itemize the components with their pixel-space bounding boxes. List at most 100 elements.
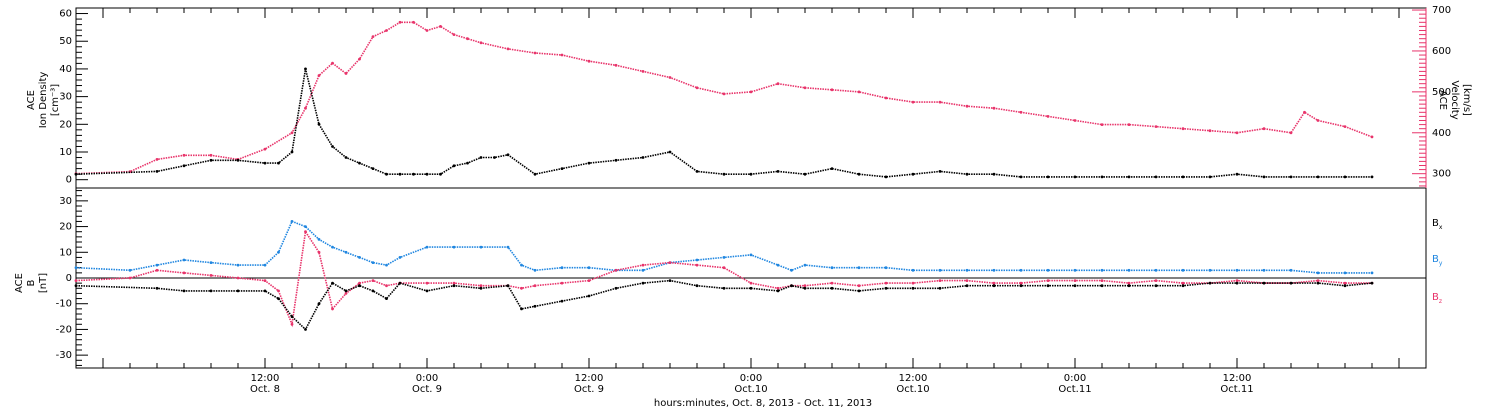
- velocity-point: [1154, 125, 1158, 128]
- ion-density-point: [155, 170, 159, 173]
- velocity-point: [1343, 125, 1347, 128]
- bx-point: [1154, 284, 1158, 288]
- bx-point: [1262, 281, 1266, 285]
- ion-density-point: [236, 158, 240, 162]
- bottom-ylabel-2: B: [26, 279, 37, 286]
- by-point: [911, 268, 915, 272]
- ion-density-point: [425, 172, 429, 176]
- velocity-point: [884, 96, 888, 100]
- bx-point: [155, 286, 159, 290]
- bx-point: [992, 284, 996, 288]
- velocity-point: [358, 57, 361, 61]
- bx-point: [1235, 281, 1239, 285]
- ion-density-point: [722, 172, 726, 176]
- velocity-point: [749, 90, 753, 94]
- ion-density-point: [412, 172, 415, 176]
- bx-point: [695, 284, 699, 288]
- bz-point: [128, 276, 132, 280]
- bx-point: [614, 286, 618, 290]
- ion-density-point: [452, 164, 456, 168]
- velocity-point: [452, 33, 456, 36]
- ion-density-point: [493, 156, 496, 159]
- top-left-ylabel: ACE: [26, 90, 37, 110]
- ion-density-line: [75, 68, 1372, 178]
- bx-point: [938, 286, 942, 290]
- ion-density-point: [317, 122, 321, 126]
- bx-point: [209, 289, 213, 293]
- left-tick-label: 0: [66, 175, 72, 186]
- by-point: [1046, 268, 1050, 272]
- ion-density-point: [290, 150, 294, 154]
- ion-density-point: [1154, 175, 1158, 179]
- x-tick-label-date: Oct.10: [896, 384, 929, 395]
- ion-density-point: [911, 172, 915, 176]
- bx-point: [1208, 281, 1212, 285]
- bx-point: [277, 297, 280, 300]
- bx-point: [803, 286, 807, 290]
- x-tick-label-date: Oct.11: [1220, 384, 1253, 395]
- by-point: [1154, 268, 1158, 272]
- ion-density-point: [668, 150, 672, 154]
- ion-density-point: [1073, 175, 1077, 179]
- by-point: [1343, 271, 1347, 275]
- by-line: [75, 220, 1372, 274]
- b-tick-label: 10: [59, 247, 72, 258]
- bx-point: [263, 289, 267, 293]
- ion-density-point: [506, 153, 510, 157]
- by-point: [236, 263, 240, 267]
- bz-point: [776, 286, 780, 290]
- bx-point: [1100, 284, 1104, 288]
- bz-point: [749, 281, 753, 285]
- ion-density-point: [614, 158, 618, 162]
- by-point: [803, 263, 807, 267]
- by-point: [331, 245, 334, 249]
- x-tick-label-date: Oct. 8: [250, 384, 280, 395]
- velocity-point: [479, 41, 483, 45]
- top-right-ylabel-2: Velocity: [1449, 80, 1460, 119]
- bx-point: [587, 294, 591, 298]
- bz-point: [1181, 281, 1185, 285]
- bx-point: [344, 289, 348, 293]
- bz-point: [371, 279, 375, 282]
- ion-density-point: [74, 172, 78, 176]
- right-tick-label: 500: [1432, 87, 1451, 98]
- bx-point: [1289, 281, 1293, 285]
- ion-density-point: [533, 172, 537, 176]
- by-point: [938, 268, 942, 272]
- bz-point: [236, 276, 240, 280]
- bx-point: [1343, 284, 1347, 288]
- bx-point: [506, 284, 510, 288]
- bz-point: [385, 284, 388, 288]
- ion-density-point: [277, 161, 280, 165]
- bz-point: [965, 279, 969, 282]
- x-tick-label-date: Oct. 9: [574, 384, 604, 395]
- velocity-point: [317, 74, 321, 77]
- x-tick-label-time: 0:00: [740, 373, 762, 384]
- b-tick-label: 0: [66, 273, 72, 284]
- by-point: [155, 263, 159, 267]
- right-tick-label: 600: [1432, 46, 1451, 57]
- bx-point: [358, 284, 361, 288]
- bz-point: [1073, 279, 1077, 282]
- by-point: [790, 268, 793, 272]
- ion-density-point: [830, 167, 834, 171]
- by-point: [1235, 268, 1239, 272]
- bz-point: [331, 307, 334, 311]
- bz-point: [1100, 279, 1104, 282]
- bz-point: [479, 284, 483, 288]
- by-point: [1073, 268, 1077, 272]
- ion-density-point: [1343, 175, 1347, 179]
- bz-point: [290, 322, 294, 326]
- ion-density-point: [965, 172, 969, 176]
- bz-point: [1019, 281, 1023, 285]
- bx-point: [1019, 284, 1023, 288]
- bz-point: [155, 268, 159, 272]
- bx-point: [911, 286, 915, 290]
- right-tick-label: 400: [1432, 128, 1451, 139]
- velocity-point: [263, 147, 267, 151]
- by-point: [263, 263, 267, 267]
- velocity-point: [560, 53, 564, 57]
- bottom-ylabel: ACE: [14, 273, 25, 293]
- bx-point: [722, 286, 726, 290]
- bz-point: [1127, 281, 1131, 285]
